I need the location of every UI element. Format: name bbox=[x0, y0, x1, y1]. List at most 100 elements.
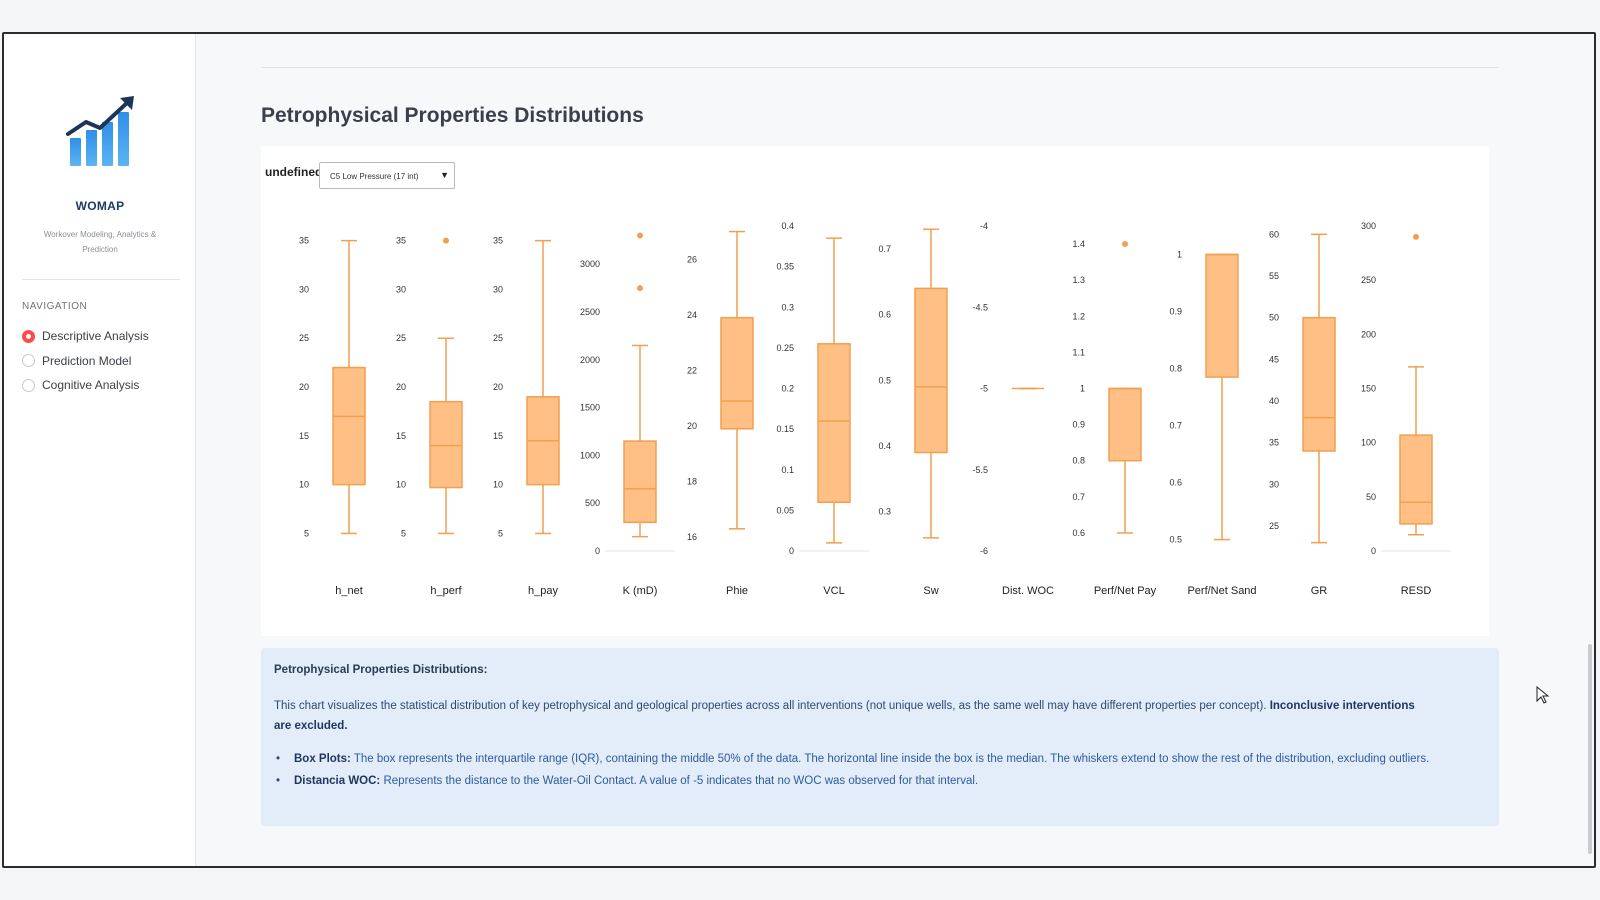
mouse-pointer-icon bbox=[1536, 686, 1550, 704]
info-description-text: This chart visualizes the statistical di… bbox=[274, 700, 1267, 712]
iqr-box-resd bbox=[1399, 434, 1433, 525]
info-title: Petrophysical Properties Distributions: bbox=[274, 664, 488, 676]
category-label-vcl: VCL bbox=[823, 585, 844, 597]
concept-select-value: C5 Low Pressure (17 int) bbox=[330, 172, 419, 181]
tick-label-perf-net-pay: 1 bbox=[1080, 384, 1085, 394]
tick-label-k-md: 3000 bbox=[580, 259, 600, 269]
category-label-resd: RESD bbox=[1401, 585, 1432, 597]
app-window: WOMAP Workover Modeling, Analytics & Pre… bbox=[2, 32, 1596, 868]
outlier-point-h-perf bbox=[443, 237, 449, 244]
radio-unselected-icon[interactable] bbox=[22, 378, 35, 392]
tick-label-vcl: 0 bbox=[789, 546, 794, 556]
page-title: Petrophysical Properties Distributions bbox=[261, 104, 644, 127]
tick-label-vcl: 0.15 bbox=[776, 424, 794, 434]
tick-label-gr: 40 bbox=[1269, 396, 1279, 406]
outlier-point-k-md bbox=[637, 232, 643, 239]
tick-label-h-pay: 30 bbox=[493, 284, 503, 294]
chart-card: 35 30 25 20 15 10 5 h_net 35 30 25 20 15 10 5 h_perf 35 3… bbox=[261, 146, 1489, 636]
section-divider bbox=[261, 67, 1499, 68]
radio-selected-icon[interactable] bbox=[22, 329, 35, 343]
tick-label-sw: 0.7 bbox=[878, 244, 891, 254]
caret-down-icon: ▼ bbox=[440, 170, 449, 180]
tick-label-phie: 20 bbox=[687, 421, 697, 431]
tick-label-h-net: 15 bbox=[299, 431, 309, 441]
tick-label-perf-net-pay: 0.8 bbox=[1072, 456, 1085, 466]
category-label-phie: Phie bbox=[726, 585, 748, 597]
info-description-bold: Inconclusive interventions are excluded. bbox=[274, 700, 1415, 732]
nav-item-prediction-model[interactable]: Prediction Model bbox=[22, 349, 149, 374]
filter-label: undefined bbox=[265, 165, 321, 179]
iqr-box-sw bbox=[914, 287, 948, 454]
concept-select[interactable]: C5 Low Pressure (17 int) ▼ bbox=[319, 162, 455, 189]
tick-label-vcl: 0.4 bbox=[781, 221, 794, 231]
tick-label-h-pay: 35 bbox=[493, 236, 503, 246]
iqr-box-perf-net-pay bbox=[1108, 387, 1142, 462]
tick-label-dist-woc: -5 bbox=[980, 384, 988, 394]
tick-label-h-pay: 25 bbox=[493, 333, 503, 343]
main-content: Petrophysical Properties Distributions 3… bbox=[196, 34, 1594, 866]
tick-label-perf-net-pay: 0.9 bbox=[1072, 420, 1085, 430]
tick-label-k-md: 0 bbox=[595, 546, 600, 556]
tick-label-h-net: 35 bbox=[299, 236, 309, 246]
tick-label-perf-net-pay: 0.6 bbox=[1072, 528, 1085, 538]
tick-label-h-net: 30 bbox=[299, 284, 309, 294]
tick-label-gr: 25 bbox=[1269, 521, 1279, 531]
tick-label-resd: 100 bbox=[1361, 438, 1376, 448]
tick-label-h-perf: 10 bbox=[396, 480, 406, 490]
tick-label-sw: 0.3 bbox=[878, 507, 891, 517]
tick-label-dist-woc: -6 bbox=[980, 546, 988, 556]
tick-label-gr: 55 bbox=[1269, 271, 1279, 281]
tick-label-perf-net-pay: 1.4 bbox=[1072, 239, 1085, 249]
tick-label-phie: 24 bbox=[687, 310, 697, 320]
tick-label-vcl: 0.3 bbox=[781, 302, 794, 312]
tick-label-perf-net-sand: 1 bbox=[1177, 250, 1182, 260]
tick-label-gr: 45 bbox=[1269, 354, 1279, 364]
category-label-h-perf: h_perf bbox=[430, 585, 462, 597]
tick-label-k-md: 1000 bbox=[580, 450, 600, 460]
tick-label-vcl: 0.2 bbox=[781, 384, 794, 394]
nav-item-label: Descriptive Analysis bbox=[42, 329, 149, 344]
info-callout: Petrophysical Properties Distributions: … bbox=[261, 648, 1499, 826]
tick-label-phie: 16 bbox=[687, 532, 697, 542]
tick-label-phie: 22 bbox=[687, 365, 697, 375]
tick-label-perf-net-sand: 0.8 bbox=[1169, 364, 1182, 374]
tick-label-perf-net-sand: 0.6 bbox=[1169, 478, 1182, 488]
nav-item-label: Cognitive Analysis bbox=[42, 378, 140, 393]
nav-item-descriptive-analysis[interactable]: Descriptive Analysis bbox=[22, 324, 149, 349]
iqr-box-phie bbox=[720, 316, 754, 430]
bullet-text: The box represents the interquartile ran… bbox=[353, 753, 1430, 765]
category-label-sw: Sw bbox=[923, 585, 938, 597]
tick-label-perf-net-sand: 0.9 bbox=[1169, 307, 1182, 317]
tick-label-perf-net-sand: 0.7 bbox=[1169, 421, 1182, 431]
tick-label-perf-net-pay: 1.3 bbox=[1072, 275, 1085, 285]
tick-label-phie: 26 bbox=[687, 254, 697, 264]
radio-unselected-icon[interactable] bbox=[22, 354, 35, 368]
tick-label-h-perf: 5 bbox=[401, 528, 406, 538]
info-description: This chart visualizes the statistical di… bbox=[274, 696, 1434, 736]
outlier-point-perf-net-pay bbox=[1122, 241, 1128, 248]
tick-label-h-pay: 10 bbox=[493, 480, 503, 490]
iqr-box-perf-net-sand bbox=[1205, 253, 1239, 378]
tick-label-dist-woc: -4.5 bbox=[972, 302, 988, 312]
scrollbar[interactable] bbox=[1588, 644, 1592, 854]
tick-label-h-perf: 35 bbox=[396, 236, 406, 246]
bullet-term: Distancia WOC: bbox=[294, 775, 381, 787]
tick-label-dist-woc: -4 bbox=[980, 221, 988, 231]
tick-label-h-pay: 20 bbox=[493, 382, 503, 392]
tick-label-h-net: 5 bbox=[304, 528, 309, 538]
tick-label-phie: 18 bbox=[687, 477, 697, 487]
tick-label-h-perf: 15 bbox=[396, 431, 406, 441]
tick-label-vcl: 0.35 bbox=[776, 262, 794, 272]
tick-label-resd: 250 bbox=[1361, 275, 1376, 285]
tick-label-resd: 150 bbox=[1361, 384, 1376, 394]
nav-item-cognitive-analysis[interactable]: Cognitive Analysis bbox=[22, 373, 149, 398]
tick-label-h-net: 20 bbox=[299, 382, 309, 392]
tick-label-k-md: 1500 bbox=[580, 403, 600, 413]
bullet-term: Box Plots: bbox=[294, 753, 351, 765]
boxplot-chart: 3530252015105h_net3530252015105h_perf353… bbox=[299, 221, 1451, 597]
growth-chart-logo-icon bbox=[66, 96, 134, 166]
tick-label-gr: 30 bbox=[1269, 479, 1279, 489]
info-bullet-woc: Distancia WOC: Represents the distance t… bbox=[274, 772, 1464, 791]
tick-label-perf-net-pay: 1.2 bbox=[1072, 311, 1085, 321]
info-bullet-list: Box Plots: The box represents the interq… bbox=[274, 750, 1486, 791]
